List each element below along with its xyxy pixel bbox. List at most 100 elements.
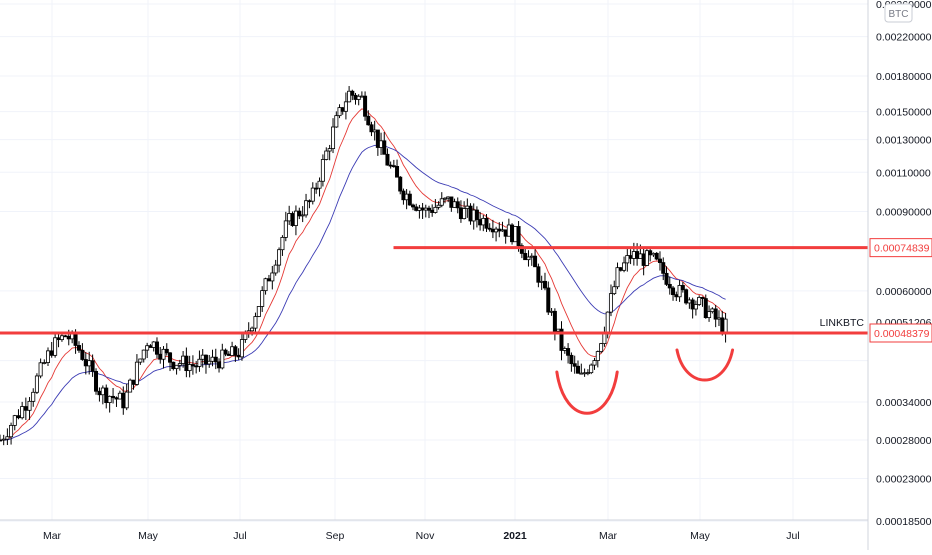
candle: [572, 355, 577, 374]
candle-body: [331, 126, 336, 150]
candle: [63, 334, 68, 338]
candle-body: [462, 208, 467, 220]
candle-body: [297, 210, 302, 217]
candle: [304, 193, 309, 218]
candle: [287, 205, 292, 225]
candle: [503, 229, 508, 244]
candle: [612, 280, 617, 296]
y-tick-label: 0.00028000: [876, 435, 932, 447]
candle: [53, 333, 58, 358]
price-label-value: 0.00048379: [874, 328, 930, 340]
candle: [420, 202, 425, 219]
symbol-label: LINKBTC: [820, 317, 865, 329]
candle: [327, 144, 332, 161]
candle: [677, 280, 682, 302]
candle-body: [174, 364, 179, 370]
candle-body: [385, 153, 390, 166]
candle-body: [539, 280, 544, 283]
candle-body: [684, 289, 689, 304]
candle: [465, 198, 470, 218]
candle: [693, 300, 698, 316]
candle-body: [213, 356, 218, 363]
candle-body: [474, 209, 479, 220]
candle: [350, 89, 355, 101]
candle: [657, 251, 662, 271]
candle: [644, 248, 649, 267]
candle-body: [100, 387, 105, 396]
x-tick-label: May: [690, 530, 711, 542]
candle-body: [644, 250, 649, 266]
candle-body: [73, 333, 78, 346]
candle-body: [343, 101, 348, 112]
candle: [42, 359, 47, 365]
candle-body: [290, 213, 295, 226]
candle-body: [280, 237, 285, 251]
candle: [181, 351, 186, 368]
candle-body: [430, 209, 435, 213]
candle-body: [549, 310, 554, 313]
candle: [372, 120, 377, 141]
candle-body: [90, 360, 95, 372]
candle-body: [273, 264, 278, 274]
candle: [80, 343, 85, 361]
candle-body: [104, 387, 109, 404]
candle: [411, 203, 416, 211]
candle-body: [529, 255, 534, 258]
candle-body: [334, 115, 339, 128]
candle: [442, 197, 447, 204]
candle-body: [423, 207, 428, 211]
candle: [388, 161, 393, 169]
candle-body: [497, 228, 502, 232]
candle-body: [353, 94, 358, 100]
candle-body: [478, 219, 483, 226]
candle-body: [516, 226, 521, 247]
candle: [49, 341, 54, 358]
candle: [474, 206, 479, 228]
candle-body: [657, 258, 662, 263]
candle-body: [369, 124, 374, 133]
candle-body: [471, 209, 476, 222]
candle-body: [366, 115, 371, 126]
candle-body: [117, 392, 122, 400]
grid: [0, 0, 868, 522]
candle-body: [34, 375, 39, 393]
candle-body: [579, 372, 584, 375]
candle-body: [599, 343, 604, 352]
candle: [104, 384, 109, 409]
candle: [506, 218, 511, 237]
candle-body: [723, 318, 728, 334]
candle: [97, 387, 102, 402]
price-label-boxed: 0.00048379: [869, 323, 932, 343]
candle: [487, 223, 492, 232]
candle: [407, 190, 412, 206]
candle-body: [148, 345, 153, 348]
candle: [100, 385, 105, 405]
candle: [684, 288, 689, 305]
candle-body: [664, 272, 669, 285]
candle-body: [575, 365, 580, 374]
candle-body: [304, 200, 309, 216]
candle-body: [42, 362, 47, 364]
candle: [184, 347, 189, 378]
y-tick-label: 0.00034000: [876, 397, 932, 409]
candle-body: [414, 206, 419, 211]
candle-body: [317, 180, 322, 189]
candle-body: [671, 287, 676, 296]
candle-body: [66, 335, 71, 340]
candle-body: [356, 95, 361, 100]
candle-body: [256, 306, 261, 317]
candle-body: [592, 360, 597, 366]
candle: [510, 223, 515, 245]
candle-body: [197, 358, 202, 367]
currency-badge[interactable]: BTC: [884, 3, 913, 23]
candle: [455, 197, 460, 214]
candle: [256, 306, 261, 318]
candle-body: [94, 371, 99, 392]
candle: [546, 281, 551, 315]
candle: [707, 305, 712, 322]
candle-body: [250, 327, 255, 332]
candle: [56, 333, 61, 348]
candle-body: [56, 337, 61, 341]
